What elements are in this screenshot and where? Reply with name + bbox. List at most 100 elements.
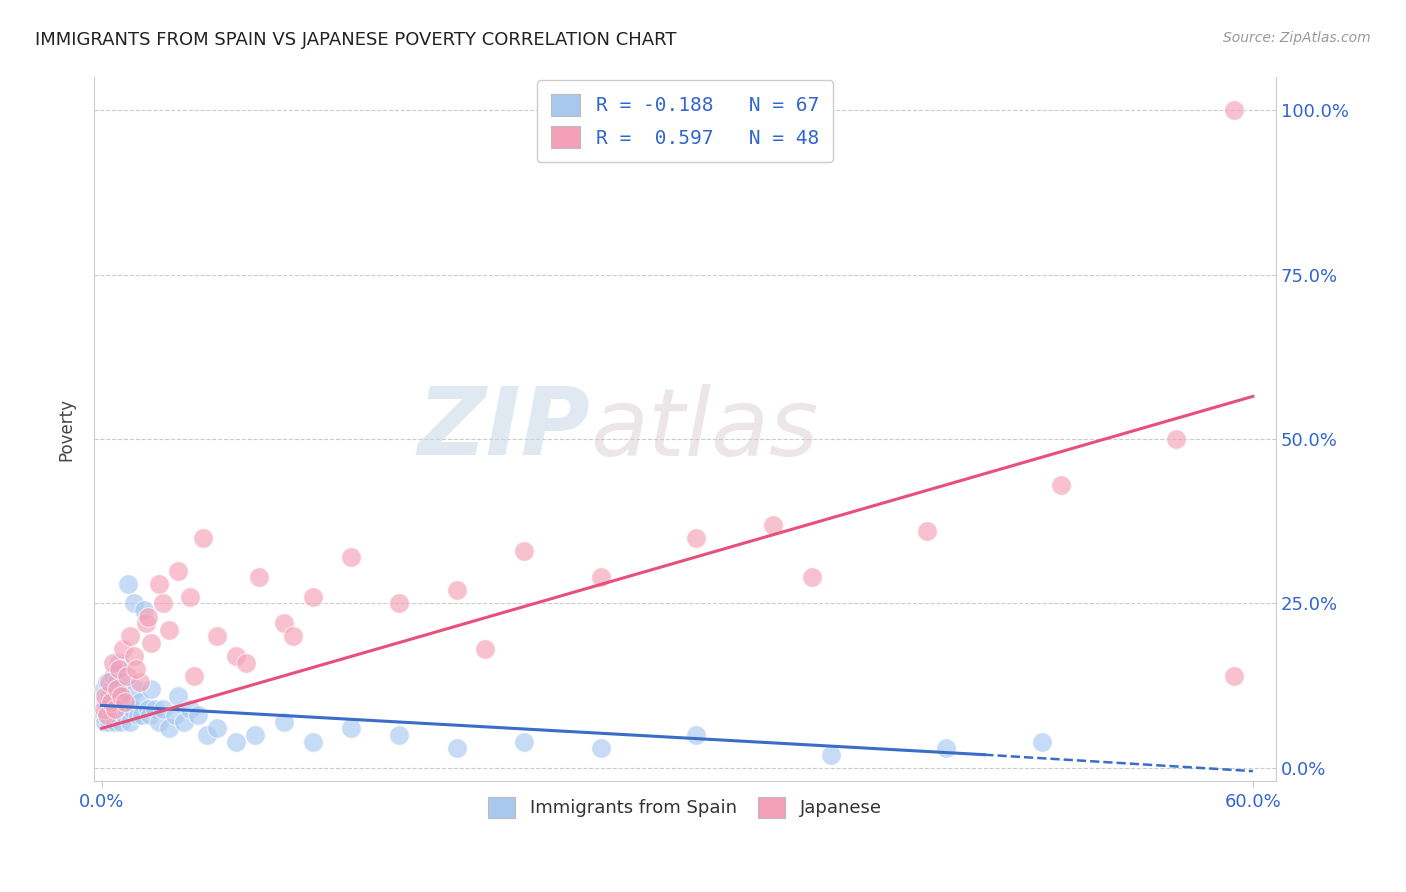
Point bbox=[225, 734, 247, 748]
Point bbox=[100, 701, 122, 715]
Legend: Immigrants from Spain, Japanese: Immigrants from Spain, Japanese bbox=[481, 789, 889, 825]
Point bbox=[129, 695, 152, 709]
Point bbox=[105, 681, 128, 696]
Point bbox=[96, 675, 118, 690]
Point bbox=[163, 708, 186, 723]
Point bbox=[120, 695, 142, 709]
Point bbox=[114, 695, 136, 709]
Point bbox=[93, 701, 115, 715]
Point bbox=[101, 656, 124, 670]
Point bbox=[100, 695, 122, 709]
Point bbox=[183, 669, 205, 683]
Point bbox=[388, 728, 411, 742]
Point bbox=[283, 629, 305, 643]
Point bbox=[120, 714, 142, 729]
Point bbox=[301, 734, 323, 748]
Point bbox=[141, 636, 163, 650]
Point bbox=[117, 576, 139, 591]
Point bbox=[243, 728, 266, 742]
Text: ZIP: ZIP bbox=[418, 384, 591, 475]
Point bbox=[135, 616, 157, 631]
Point bbox=[96, 708, 118, 723]
Point bbox=[235, 656, 257, 670]
Point bbox=[114, 708, 136, 723]
Point bbox=[122, 648, 145, 663]
Point bbox=[94, 689, 117, 703]
Point bbox=[1166, 432, 1188, 446]
Point bbox=[110, 689, 132, 703]
Point bbox=[93, 708, 115, 723]
Point bbox=[247, 570, 270, 584]
Point bbox=[340, 722, 363, 736]
Point bbox=[121, 701, 143, 715]
Point bbox=[301, 590, 323, 604]
Point bbox=[193, 531, 215, 545]
Point bbox=[820, 747, 842, 762]
Point bbox=[122, 597, 145, 611]
Point bbox=[1222, 669, 1244, 683]
Point bbox=[446, 583, 468, 598]
Point bbox=[104, 689, 127, 703]
Point bbox=[138, 708, 160, 723]
Text: Source: ZipAtlas.com: Source: ZipAtlas.com bbox=[1223, 31, 1371, 45]
Point bbox=[513, 544, 536, 558]
Point bbox=[96, 708, 118, 723]
Point bbox=[105, 701, 128, 715]
Point bbox=[98, 689, 121, 703]
Point bbox=[273, 714, 295, 729]
Point bbox=[157, 722, 180, 736]
Point bbox=[114, 695, 136, 709]
Point bbox=[205, 629, 228, 643]
Point bbox=[136, 701, 159, 715]
Point bbox=[1222, 103, 1244, 118]
Point bbox=[98, 675, 121, 690]
Point bbox=[225, 648, 247, 663]
Point bbox=[104, 714, 127, 729]
Point bbox=[762, 517, 785, 532]
Point bbox=[131, 708, 153, 723]
Point bbox=[101, 701, 124, 715]
Point bbox=[111, 642, 134, 657]
Point bbox=[935, 741, 957, 756]
Point bbox=[148, 714, 170, 729]
Point bbox=[104, 695, 127, 709]
Point bbox=[115, 701, 138, 715]
Point bbox=[136, 609, 159, 624]
Point bbox=[340, 550, 363, 565]
Point bbox=[105, 675, 128, 690]
Point bbox=[111, 675, 134, 690]
Point bbox=[157, 623, 180, 637]
Point bbox=[108, 662, 131, 676]
Point bbox=[513, 734, 536, 748]
Text: atlas: atlas bbox=[591, 384, 818, 475]
Point bbox=[120, 629, 142, 643]
Point bbox=[143, 701, 166, 715]
Point bbox=[388, 597, 411, 611]
Point bbox=[100, 695, 122, 709]
Point bbox=[179, 701, 201, 715]
Point bbox=[589, 741, 612, 756]
Point bbox=[273, 616, 295, 631]
Point bbox=[205, 722, 228, 736]
Point bbox=[101, 708, 124, 723]
Point bbox=[125, 662, 148, 676]
Point bbox=[800, 570, 823, 584]
Point bbox=[108, 656, 131, 670]
Point bbox=[93, 681, 115, 696]
Point bbox=[104, 701, 127, 715]
Point bbox=[110, 689, 132, 703]
Point bbox=[474, 642, 496, 657]
Point bbox=[187, 708, 209, 723]
Point bbox=[446, 741, 468, 756]
Point bbox=[167, 689, 190, 703]
Point bbox=[685, 531, 707, 545]
Point bbox=[100, 681, 122, 696]
Point bbox=[152, 701, 174, 715]
Y-axis label: Poverty: Poverty bbox=[58, 398, 75, 460]
Point bbox=[101, 669, 124, 683]
Point bbox=[179, 590, 201, 604]
Point bbox=[110, 714, 132, 729]
Point bbox=[152, 597, 174, 611]
Point bbox=[1050, 478, 1073, 492]
Point bbox=[589, 570, 612, 584]
